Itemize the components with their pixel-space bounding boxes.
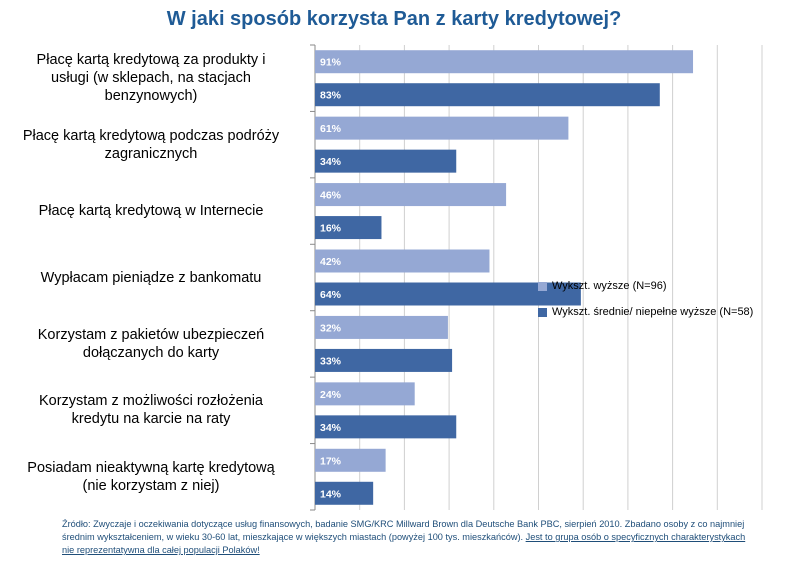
bar-s2-c4: [315, 282, 581, 306]
category-label-3: Płacę kartą kredytową w Internecie: [6, 202, 296, 220]
data-label-s1-c1: 91%: [320, 57, 342, 69]
legend-item-series-1: Wykszt. wyższe (N=96): [538, 280, 667, 292]
chart-title: W jaki sposób korzysta Pan z karty kredy…: [166, 8, 622, 30]
bar-s2-c1: [315, 83, 660, 107]
data-label-s2-c4: 64%: [320, 289, 342, 301]
data-label-s1-c6: 24%: [320, 389, 342, 401]
category-label-6-line-2: kredytu na karcie na raty: [71, 411, 231, 428]
category-label-4: Wypłacam pieniądze z bankomatu: [6, 269, 296, 287]
category-label-7-line-1: Posiadam nieaktywną kartę kredytową: [27, 459, 275, 476]
category-label-1: Płacę kartą kredytową za produkty i usług…: [6, 51, 296, 105]
category-label-1-line-2: usługi (w sklepach, na stacjach: [51, 70, 251, 87]
category-label-5-line-1: Korzystam z pakietów ubezpieczeń: [37, 326, 265, 343]
data-label-s2-c1: 83%: [320, 90, 342, 102]
category-label-3-line-1: Płacę kartą kredytową w Internecie: [38, 203, 264, 220]
category-label-2: Płacę kartą kredytową podczas podróży zag…: [6, 127, 296, 163]
bar-s1-c7: [315, 448, 386, 472]
legend-swatch-series-1: [538, 281, 547, 291]
category-label-6-line-1: Korzystam z możliwości rozłożenia: [38, 393, 263, 410]
category-label-1-line-1: Płacę kartą kredytową za produkty i: [36, 52, 266, 69]
data-label-s1-c4: 42%: [320, 256, 342, 268]
category-label-6: Korzystam z możliwości rozłożenia kredytu…: [6, 392, 296, 428]
bar-s2-c7: [315, 481, 374, 505]
data-label-s1-c3: 46%: [320, 190, 342, 202]
bar-s1-c4: [315, 249, 490, 273]
category-label-2-line-2: zagranicznych: [104, 145, 198, 162]
data-label-s2-c3: 16%: [320, 223, 342, 235]
category-label-2-line-1: Płacę kartą kredytową podczas podróży: [22, 127, 280, 144]
bar-s2-c6: [315, 415, 457, 439]
category-label-7: Posiadam nieaktywną kartę kredytową (nie …: [6, 459, 296, 495]
data-label-s2-c2: 34%: [320, 156, 342, 168]
data-label-s1-c7: 17%: [320, 455, 342, 467]
bar-s2-c5: [315, 348, 453, 372]
bar-s2-c3: [315, 216, 382, 240]
category-label-7-line-2: (nie korzystam z niej): [82, 477, 220, 494]
bar-s1-c5: [315, 315, 448, 339]
bar-s2-c2: [315, 149, 457, 173]
category-label-5: Korzystam z pakietów ubezpieczeń dołączan…: [6, 326, 296, 362]
data-label-s1-c5: 32%: [320, 322, 342, 334]
data-label-s2-c6: 34%: [320, 422, 342, 434]
legend-swatch-series-2: [538, 307, 547, 317]
data-label-s1-c2: 61%: [320, 123, 342, 135]
bar-s1-c2: [315, 116, 569, 140]
category-label-4-line-1: Wypłacam pieniądze z bankomatu: [40, 269, 262, 286]
bar-s1-c6: [315, 382, 415, 406]
source-note: Źródło: Zwyczaje i oczekiwania dotyczące…: [62, 518, 752, 557]
bar-s1-c3: [315, 183, 507, 207]
category-label-5-line-2: dołączanych do karty: [82, 344, 220, 361]
category-label-1-line-3: benzynowych): [104, 88, 198, 105]
legend-label-series-1: Wykszt. wyższe (N=96): [552, 280, 667, 292]
source-text: Źródło: Zwyczaje i oczekiwania dotyczące…: [62, 519, 745, 542]
legend-label-series-2: Wykszt. średnie/ niepełne wyższe (N=58): [552, 306, 754, 318]
legend-item-series-2: Wykszt. średnie/ niepełne wyższe (N=58): [538, 306, 753, 318]
data-label-s2-c7: 14%: [320, 488, 342, 500]
data-label-s2-c5: 33%: [320, 355, 342, 367]
bar-s1-c1: [315, 50, 694, 74]
source-highlight: Jest to grupa osób o specyficznych chara…: [62, 532, 746, 555]
